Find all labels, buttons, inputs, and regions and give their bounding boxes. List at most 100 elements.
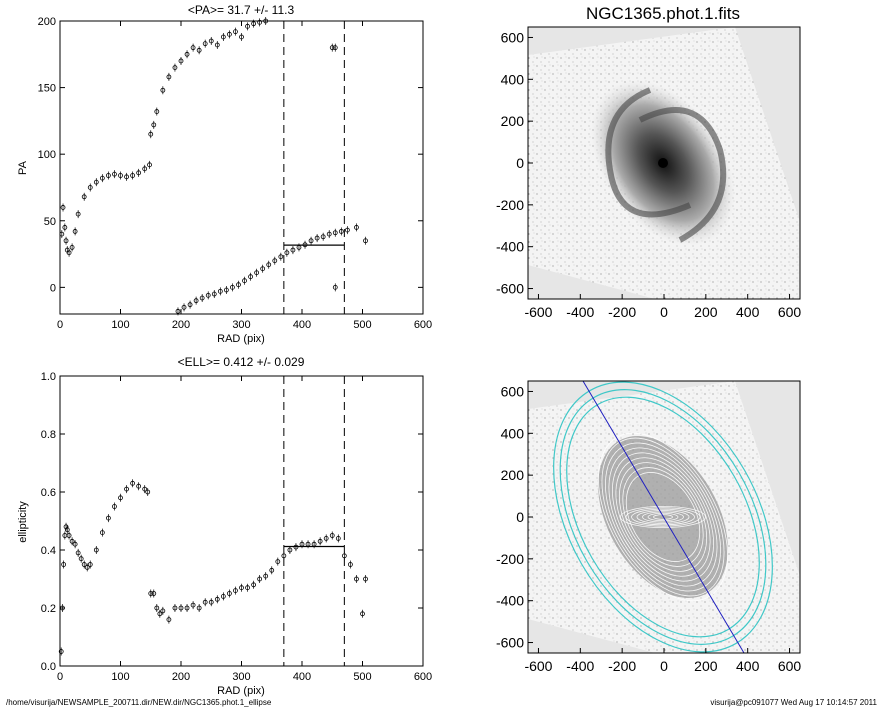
data-point [112, 171, 117, 177]
ell-title: <ELL>= 0.412 +/- 0.029 [178, 355, 305, 369]
pa-axes-frame [59, 20, 424, 315]
data-point [142, 486, 148, 492]
data-point [257, 19, 263, 25]
data-point [217, 288, 223, 294]
data-point [99, 175, 105, 181]
data-point [75, 211, 81, 217]
x-tick-label: 500 [353, 319, 371, 331]
isophote-ellipse [601, 437, 725, 597]
data-point [233, 588, 238, 593]
data-point [118, 495, 123, 501]
data-point [87, 562, 93, 567]
data-point [106, 173, 111, 178]
data-point [124, 486, 129, 492]
pa-axis-line [582, 380, 745, 654]
data-point [160, 608, 166, 614]
data-point [184, 605, 190, 611]
data-point [302, 242, 308, 248]
data-point [323, 536, 329, 541]
data-point [99, 530, 105, 535]
data-point [81, 562, 87, 567]
data-point [190, 602, 196, 608]
x-tick-label: 500 [353, 671, 371, 683]
data-point [263, 573, 269, 579]
data-point [275, 559, 281, 564]
data-point [354, 576, 359, 582]
data-point [196, 605, 202, 611]
footer-stamp: visurija@pc091077 Wed Aug 17 10:14:57 20… [710, 698, 877, 707]
data-point [106, 515, 111, 521]
ell-axes-frame [59, 375, 424, 667]
data-point [202, 599, 208, 605]
footer-path: /home/visurija/NEWSAMPLE_200711.dir/NEW.… [6, 698, 272, 707]
x-tick-label: 0 [57, 671, 63, 683]
data-point [245, 23, 250, 29]
data-point [142, 166, 148, 172]
data-point [311, 541, 317, 547]
data-point [60, 205, 66, 210]
data-point [360, 611, 365, 617]
data-point [154, 109, 160, 114]
data-point [281, 553, 287, 559]
ell-plot: <ELL>= 0.412 +/- 0.029 RAD (pix) ellipti… [17, 355, 432, 697]
data-point [196, 47, 202, 53]
isophote-ellipse [647, 512, 679, 522]
data-point [136, 170, 142, 176]
data-point [220, 34, 226, 40]
data-point [81, 194, 87, 200]
data-point [72, 541, 78, 547]
data-point [266, 262, 272, 268]
data-point [332, 230, 338, 236]
img-y-tick-label: 0 [516, 509, 524, 525]
img-y-tick-label: 200 [501, 113, 525, 129]
img-y-tick-label: 400 [501, 71, 525, 87]
data-point [251, 21, 257, 27]
data-point [335, 536, 341, 541]
img-y-tick-label: 200 [501, 467, 525, 483]
pa-plot: <PA>= 31.7 +/- 11.3 RAD (pix) PA 0 100 200… [17, 3, 432, 345]
img-y-tick-label: 0 [516, 155, 524, 171]
img-y-tick-label: 600 [501, 29, 525, 45]
y-tick-label: 150 [38, 83, 56, 95]
x-tick-label: 0 [57, 319, 63, 331]
x-tick-label: 400 [293, 671, 311, 683]
data-point [118, 173, 123, 178]
data-point [172, 605, 178, 611]
data-point [223, 287, 229, 293]
data-point [190, 45, 196, 51]
data-point [151, 591, 157, 596]
img-x-tick-label: -600 [524, 658, 552, 674]
data-point [130, 173, 136, 178]
data-point [305, 541, 311, 547]
data-point [341, 553, 347, 559]
data-point [329, 533, 335, 538]
data-point [166, 617, 172, 622]
data-point [308, 238, 314, 244]
data-point [93, 547, 99, 553]
data-point [293, 544, 299, 550]
data-point [69, 538, 75, 544]
data-point [257, 576, 263, 582]
ell-ylabel: ellipticity [17, 501, 29, 543]
data-point [242, 278, 247, 284]
x-tick-label: 400 [293, 319, 311, 331]
spiral-arm-2 [605, 87, 692, 218]
data-point [317, 538, 323, 544]
y-tick-label: 0.6 [41, 487, 56, 499]
data-point [66, 250, 72, 256]
data-point [136, 483, 142, 489]
data-point [154, 605, 160, 611]
data-point [202, 41, 208, 47]
x-tick-label: 600 [414, 319, 432, 331]
isophote-ellipse [653, 514, 673, 520]
data-point [184, 51, 190, 57]
y-tick-label: 0 [50, 282, 56, 294]
data-point [338, 229, 344, 234]
data-point [58, 649, 64, 654]
data-point [272, 258, 278, 264]
data-point [147, 162, 152, 168]
data-point [62, 225, 68, 230]
outer-isophote-ellipse [553, 381, 773, 653]
img-y-tick-label: 600 [501, 383, 525, 399]
